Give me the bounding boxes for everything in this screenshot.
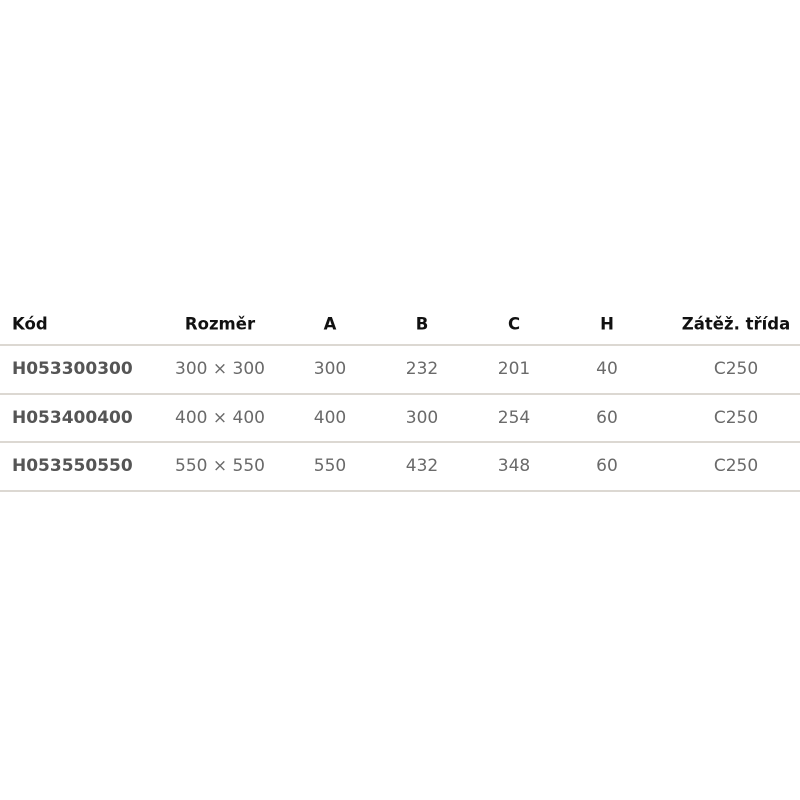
cell-c: 254 (497, 407, 531, 428)
cell-load-class: C250 (713, 456, 759, 477)
table-row: H053300300 300 × 300 300 232 201 40 C250 (0, 346, 800, 395)
cell-load-class: C250 (713, 407, 759, 428)
cell-b: 432 (405, 456, 439, 477)
cell-h: 60 (596, 407, 618, 428)
cell-b: 232 (405, 359, 439, 380)
cell-size: 550 × 550 (175, 456, 265, 477)
header-load-class: Zátěž. třída (681, 314, 791, 334)
header-a: A (323, 314, 337, 334)
header-c: C (507, 314, 521, 334)
cell-size: 300 × 300 (175, 359, 265, 380)
product-table: Kód Rozměr A B C H Zátěž. třída H0533003… (0, 304, 800, 492)
cell-a: 300 (313, 359, 347, 380)
cell-size: 400 × 400 (175, 407, 265, 428)
cell-a: 400 (313, 407, 347, 428)
cell-code: H053300300 (12, 359, 133, 380)
header-b: B (415, 314, 429, 334)
table-row: H053400400 400 × 400 400 300 254 60 C250 (0, 395, 800, 443)
cell-h: 60 (596, 456, 618, 477)
header-h: H (600, 314, 614, 334)
cell-code: H053400400 (12, 407, 133, 428)
cell-c: 348 (497, 456, 531, 477)
table-row: H053550550 550 × 550 550 432 348 60 C250 (0, 443, 800, 492)
cell-c: 201 (497, 359, 531, 380)
cell-code: H053550550 (12, 456, 133, 477)
header-size: Rozměr (184, 314, 256, 334)
header-code: Kód (12, 314, 48, 334)
cell-a: 550 (313, 456, 347, 477)
cell-b: 300 (405, 407, 439, 428)
cell-load-class: C250 (713, 359, 759, 380)
cell-h: 40 (596, 359, 618, 380)
table-header: Kód Rozměr A B C H Zátěž. třída (0, 304, 800, 346)
